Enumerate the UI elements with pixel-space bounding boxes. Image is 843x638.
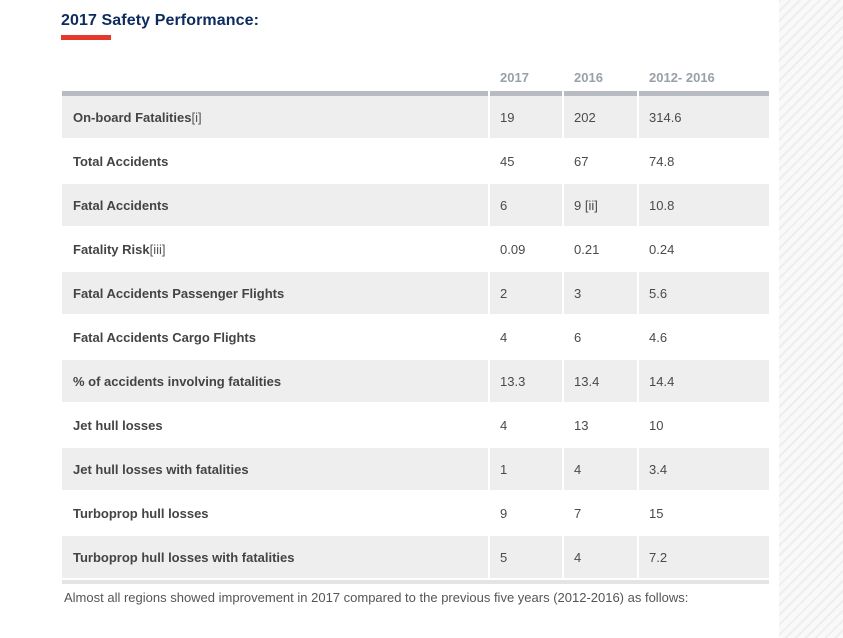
header-rule-segment [490,91,562,96]
row-label-cell: Jet hull losses with fatalities [62,448,488,490]
value-2017: 45 [500,153,515,169]
table-row: Fatality Risk [iii] 0.09 0.21 0.24 [62,228,769,272]
value-2012-2016: 3.4 [639,448,769,490]
row-label-cell: Fatality Risk [iii] [62,228,488,270]
row-label-cell: Turboprop hull losses [62,492,488,534]
value-2016: 3 [564,272,637,314]
row-label: Total Accidents [73,153,169,169]
value-2016: 0.21 [574,241,600,257]
value-2012-2016: 0.24 [649,241,675,257]
value-2017: 13.3 [490,360,562,402]
header-rule [62,91,769,96]
table-row: Total Accidents 45 67 74.8 [62,140,769,184]
column-header-2017: 2017 [500,70,529,85]
value-2016: 67 [574,153,589,169]
value-2016: 13 [574,417,589,433]
title-underline [61,35,111,40]
value-2012-2016: 314.6 [639,96,769,138]
row-label-cell: % of accidents involving fatalities [62,360,488,402]
value-2012-2016: 5.6 [639,272,769,314]
value-2016: 202 [564,96,637,138]
value-2017: 5 [490,536,562,578]
value-2012-2016: 4.6 [649,329,668,345]
column-header-2012-2016: 2012- 2016 [649,70,715,85]
row-label-cell: Fatal Accidents Passenger Flights [62,272,488,314]
row-label: Fatal Accidents [73,197,169,213]
value-2017: 0.09 [500,241,526,257]
value-2016: 9 [ii] [564,184,637,226]
row-label: Fatal Accidents Cargo Flights [73,329,256,345]
page-title: 2017 Safety Performance: [61,12,260,29]
header-rule-segment [564,91,637,96]
header-rule-segment [639,91,769,96]
value-2012-2016: 10.8 [639,184,769,226]
value-2012-2016: 14.4 [639,360,769,402]
value-2012-2016: 10 [649,417,664,433]
value-2017: 1 [490,448,562,490]
row-label: Turboprop hull losses [73,505,209,521]
table-row: Fatal Accidents 6 9 [ii] 10.8 [62,184,769,228]
table-body: On-board Fatalities [i] 19 202 314.6 Total Ac… [62,96,769,580]
table-row: Fatal Accidents Passenger Flights 2 3 5.6 [62,272,769,316]
row-label: Jet hull losses [73,417,163,433]
value-2017: 6 [490,184,562,226]
table-row: Fatal Accidents Cargo Flights 4 6 4.6 [62,316,769,360]
row-label: Turboprop hull losses with fatalities [73,549,295,565]
row-label: Fatality Risk [73,241,150,257]
row-label: Jet hull losses with fatalities [73,461,249,477]
value-2016: 6 [574,329,582,345]
row-label-cell: Turboprop hull losses with fatalities [62,536,488,578]
table-header: 2017 2016 2012- 2016 [62,60,769,91]
row-label: On-board Fatalities [73,109,192,125]
row-label: Fatal Accidents Passenger Flights [73,285,285,301]
value-2017: 19 [490,96,562,138]
decorative-stripe [779,0,843,638]
table-row: Turboprop hull losses 9 7 15 [62,492,769,536]
value-2016: 7 [574,505,582,521]
header-rule-segment [62,91,488,96]
row-label: % of accidents involving fatalities [73,373,282,389]
table-footer-rule [62,580,769,584]
value-2012-2016: 15 [649,505,664,521]
column-header-2016: 2016 [574,70,603,85]
row-label-cell: On-board Fatalities [i] [62,96,488,138]
footer-text: Almost all regions showed improvement in… [64,590,689,605]
footnote-link[interactable]: [i] [191,109,202,125]
table-row: Jet hull losses with fatalities 1 4 3.4 [62,448,769,492]
table-row: On-board Fatalities [i] 19 202 314.6 [62,96,769,140]
value-2016: 4 [564,536,637,578]
footnote-link[interactable]: [iii] [149,241,166,257]
value-2017: 9 [500,505,508,521]
table-row: % of accidents involving fatalities 13.3 1… [62,360,769,404]
value-2016: 4 [564,448,637,490]
value-2017: 2 [490,272,562,314]
row-label-cell: Fatal Accidents [62,184,488,226]
value-2017: 4 [500,417,508,433]
value-2012-2016: 7.2 [639,536,769,578]
table-row: Jet hull losses 4 13 10 [62,404,769,448]
row-label-cell: Jet hull losses [62,404,488,446]
table-row: Turboprop hull losses with fatalities 5 4 7… [62,536,769,580]
value-2017: 4 [500,329,508,345]
row-label-cell: Total Accidents [62,140,488,182]
row-label-cell: Fatal Accidents Cargo Flights [62,316,488,358]
value-2012-2016: 74.8 [649,153,675,169]
value-2016: 13.4 [564,360,637,402]
